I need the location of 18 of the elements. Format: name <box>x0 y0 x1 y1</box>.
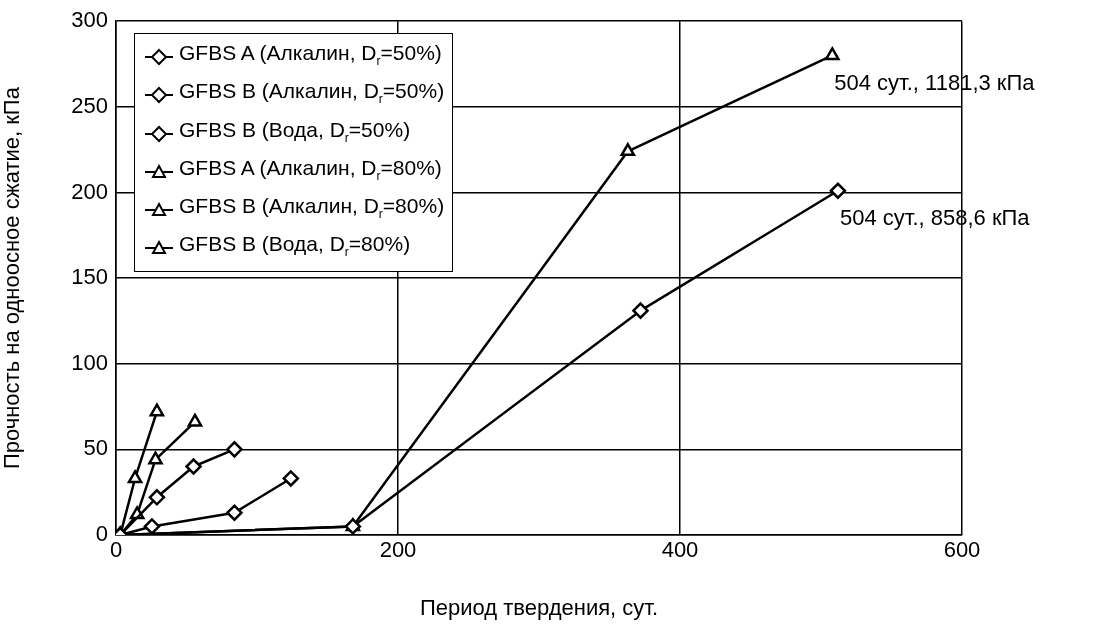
legend-label: GFBS B (Алкалин, D$_{r}$=80%) <box>179 192 445 224</box>
legend-label: GFBS B (Вода, D$_{r}$=50%) <box>179 116 411 147</box>
legend-label: GFBS B (Алкалин, D$_{r}$=50%) <box>179 78 445 109</box>
y-tick-label: 300 <box>71 7 108 33</box>
y-tick-label: 0 <box>95 521 108 547</box>
y-axis-title: Прочность на одноосное сжатие, кПа <box>0 86 25 470</box>
x-tick-label: 600 <box>943 537 981 563</box>
legend-label: GFBS B (Вода, D$_{r}$=80%) <box>179 231 411 262</box>
y-tick-label: 150 <box>71 264 108 290</box>
x-tick-label: 200 <box>379 537 417 563</box>
x-axis-title: Период твердения, сут. <box>419 594 659 620</box>
y-tick-label: 100 <box>71 349 108 375</box>
y-tick-label: 50 <box>83 435 108 461</box>
y-tick-label: 250 <box>71 92 108 118</box>
legend-label: GFBS A (Алкалин, D$_{r}$=50%) <box>179 40 442 71</box>
x-tick-label: 400 <box>661 537 699 563</box>
legend-label: GFBS A (Алкалин, D$_{r}$=80%) <box>179 154 442 185</box>
y-tick-label: 200 <box>71 178 108 204</box>
